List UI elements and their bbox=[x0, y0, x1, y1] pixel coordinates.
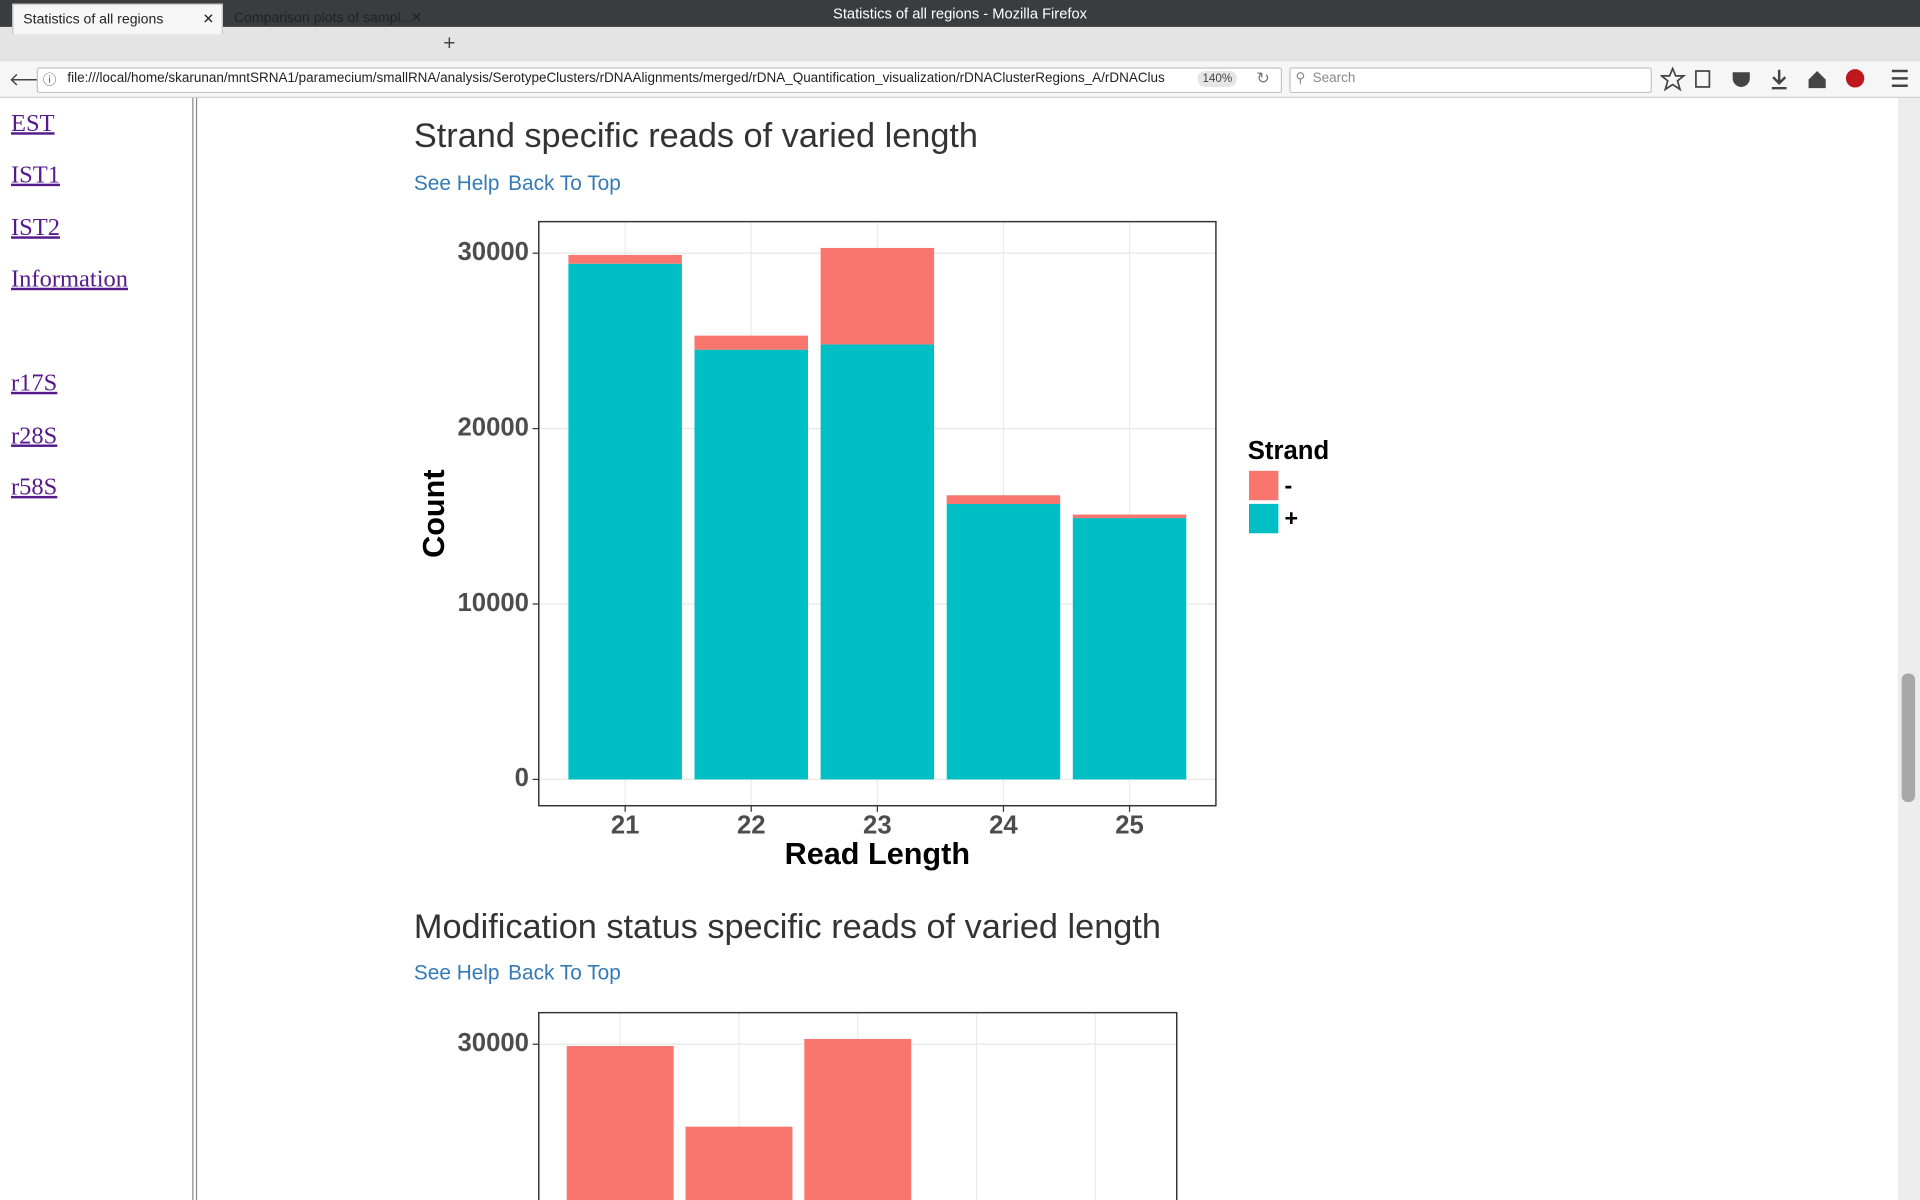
x-axis-label: Read Length bbox=[785, 837, 970, 871]
tab-close[interactable]: ✕ bbox=[202, 12, 215, 27]
top-link[interactable]: Back To Top bbox=[508, 171, 621, 195]
home-icon[interactable] bbox=[1808, 71, 1826, 89]
y-tick-label: 20000 bbox=[457, 413, 528, 441]
window-title: Statistics of all regions - Mozilla Fire… bbox=[0, 0, 1920, 27]
bar-segment bbox=[568, 263, 682, 780]
download-icon[interactable] bbox=[1771, 69, 1787, 90]
bar-segment bbox=[1072, 518, 1187, 780]
legend-title: Strand bbox=[1248, 437, 1329, 465]
legend-label: - bbox=[1284, 472, 1292, 498]
sidebar-link[interactable]: r17S bbox=[11, 369, 58, 397]
bar-segment bbox=[820, 247, 935, 345]
tab[interactable]: Comparison plots of sampl... ✕ bbox=[224, 4, 430, 35]
x-tick-label: 25 bbox=[1115, 811, 1144, 839]
y-tick-label: 10000 bbox=[457, 589, 528, 617]
legend-key bbox=[1248, 470, 1279, 501]
y-tick-label: 30000 bbox=[457, 1029, 528, 1057]
search-icon: ⚲ bbox=[1295, 71, 1306, 86]
top-link[interactable]: Back To Top bbox=[508, 961, 621, 985]
sidebar-link[interactable]: IST1 bbox=[11, 161, 60, 189]
x-tick-label: 22 bbox=[737, 811, 766, 839]
scrollbar-thumb[interactable] bbox=[1901, 673, 1916, 803]
help-link[interactable]: See Help bbox=[413, 171, 500, 195]
tab-label: Comparison plots of sampl... bbox=[233, 11, 413, 26]
tab-bar bbox=[0, 26, 1920, 63]
tab-close[interactable]: ✕ bbox=[410, 11, 423, 26]
sidebar-link[interactable]: Information bbox=[11, 265, 128, 293]
legend-label: + bbox=[1284, 505, 1298, 531]
tab-active[interactable]: Statistics of all regions ✕ bbox=[12, 3, 223, 35]
toolbar-icons bbox=[1660, 66, 1908, 92]
sidebar-link[interactable]: r28S bbox=[11, 422, 58, 450]
bar-segment bbox=[946, 495, 1061, 505]
bar bbox=[685, 1126, 793, 1200]
sidebar-link[interactable]: r58S bbox=[11, 473, 58, 501]
pocket-icon[interactable] bbox=[1732, 72, 1750, 87]
plot-border bbox=[538, 1011, 1178, 1200]
y-tick-label: 0 bbox=[515, 764, 529, 792]
sidebar bbox=[0, 97, 198, 1200]
x-tick-label: 21 bbox=[611, 811, 640, 839]
x-tick-label: 24 bbox=[989, 811, 1018, 839]
bar-segment bbox=[694, 349, 808, 780]
sidebar-link[interactable]: EST bbox=[11, 110, 55, 138]
y-tick-label: 30000 bbox=[457, 238, 528, 266]
menu-icon[interactable] bbox=[1891, 69, 1908, 87]
search-box[interactable] bbox=[1289, 67, 1652, 94]
tab-label: Statistics of all regions bbox=[23, 12, 164, 27]
bar bbox=[804, 1038, 912, 1200]
sidebar-link[interactable]: IST2 bbox=[11, 214, 60, 242]
bar-segment bbox=[820, 344, 935, 780]
zoom-indicator[interactable]: 140% bbox=[1197, 71, 1238, 87]
help-link[interactable]: See Help bbox=[413, 961, 500, 985]
bar-segment bbox=[1072, 514, 1187, 519]
x-tick-label: 23 bbox=[863, 811, 892, 839]
search-placeholder: Search bbox=[1312, 71, 1356, 86]
bar bbox=[566, 1045, 674, 1200]
scrollbar[interactable] bbox=[1897, 97, 1920, 1200]
legend-key bbox=[1248, 503, 1279, 534]
reload-button[interactable]: ↻ bbox=[1256, 68, 1270, 87]
url-box[interactable] bbox=[36, 67, 1283, 94]
section-heading: Strand specific reads of varied length bbox=[413, 116, 979, 155]
y-axis-label: Count bbox=[417, 469, 451, 557]
section-heading: Modification status specific reads of va… bbox=[413, 907, 1161, 946]
adblock-icon[interactable] bbox=[1845, 69, 1865, 88]
bar-segment bbox=[694, 335, 808, 350]
info-icon[interactable]: ⓘ bbox=[42, 73, 57, 89]
url-text: file:///local/home/skarunan/mntSRNA1/par… bbox=[67, 71, 1165, 86]
new-tab-button[interactable]: + bbox=[443, 31, 456, 56]
bar-segment bbox=[568, 254, 682, 264]
bar-segment bbox=[946, 504, 1061, 780]
reader-icon[interactable] bbox=[1695, 70, 1711, 88]
bookmark-icon[interactable] bbox=[1660, 66, 1687, 92]
